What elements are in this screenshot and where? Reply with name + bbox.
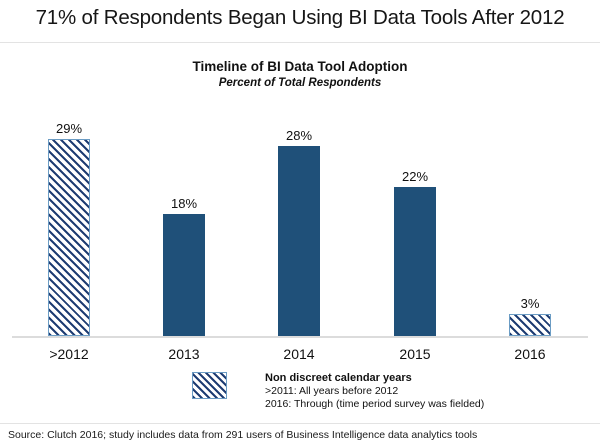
bar-value-label: 28% — [285, 128, 313, 143]
bar-value-label: 18% — [170, 196, 198, 211]
legend-hatch-swatch-icon — [192, 372, 227, 399]
bar-1[interactable]: 18% — [163, 196, 205, 336]
legend-text-block: Non discreet calendar years >2011: All y… — [265, 372, 484, 411]
x-axis-tick-label-4: 2016 — [514, 346, 546, 362]
legend-heading: Non discreet calendar years — [265, 372, 412, 384]
legend-note-2: 2016: Through (time period survey was fi… — [265, 398, 485, 410]
bar-value-label: 3% — [520, 296, 540, 311]
bar-4[interactable]: 3% — [509, 296, 551, 336]
bar-2[interactable]: 28% — [278, 128, 320, 336]
page-title: 71% of Respondents Began Using BI Data T… — [35, 6, 565, 29]
x-axis-tick-label-3: 2015 — [399, 346, 431, 362]
chart-legend: Non discreet calendar years >2011: All y… — [192, 372, 484, 411]
x-axis-tick-label-1: 2013 — [168, 346, 200, 362]
legend-note-1: >2011: All years before 2012 — [265, 385, 399, 397]
bar-3[interactable]: 22% — [394, 169, 436, 336]
x-axis-line — [12, 336, 588, 338]
bar-chart-plot-area — [12, 336, 588, 338]
chart-title: Timeline of BI Data Tool Adoption — [192, 59, 408, 74]
source-note: Source: Clutch 2016; study includes data… — [8, 429, 478, 441]
bar-value-label: 29% — [55, 121, 83, 136]
x-axis-tick-label-2: 2014 — [283, 346, 315, 362]
header-divider — [0, 42, 600, 43]
bar-0[interactable]: 29% — [48, 121, 90, 336]
bar-value-label: 22% — [401, 169, 429, 184]
x-axis-tick-label-0: >2012 — [49, 346, 89, 362]
footer-divider — [0, 423, 600, 424]
chart-subtitle: Percent of Total Respondents — [218, 77, 382, 89]
